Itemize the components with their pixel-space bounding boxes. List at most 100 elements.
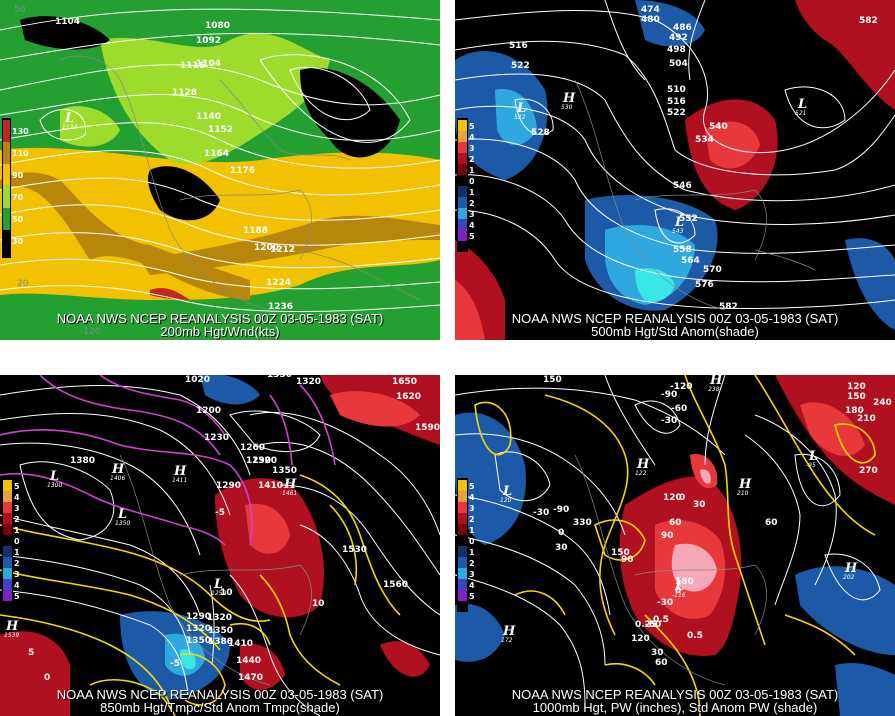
high-pressure-value: 530 [561, 104, 573, 111]
contour-label: 1320 [252, 456, 277, 466]
contour-label: 1290 [246, 456, 271, 466]
colorbar-tick: 3 [469, 144, 475, 153]
colorbar-tick: 0 [469, 177, 475, 186]
contour-label: 1320 [207, 613, 232, 623]
contour-label: 522 [667, 108, 686, 118]
contour-label: 1410 [228, 639, 253, 649]
contour-label: 1350 [267, 375, 292, 380]
contour-label: 1560 [383, 580, 408, 590]
colorbar-tick: 1 [469, 188, 475, 197]
low-pressure-label: L [516, 101, 526, 116]
low-pressure-value: 543 [672, 228, 684, 235]
caption-line2: 1000mb Hgt, PW (inches), Std Anom PW (sh… [532, 700, 818, 715]
contour-label: 1164 [204, 149, 229, 159]
contour-label: 1590 [415, 423, 440, 433]
contour-label: -60 [645, 620, 661, 630]
contour-label: 1236 [268, 302, 293, 312]
contour-label: 150 [611, 548, 630, 558]
contour-label: -120 [670, 382, 693, 392]
contour-label: 120 [847, 382, 866, 392]
contour-label: 1320 [186, 624, 211, 634]
contour-label: -90 [553, 505, 569, 515]
colorbar-tick: 5 [469, 232, 475, 241]
colorbar-tick: 4 [469, 493, 475, 502]
high-pressure-value: 1539 [4, 632, 19, 639]
contour-label: 60 [655, 658, 668, 668]
colorbar-tick: 5 [14, 592, 20, 601]
colorbar-tick: 1 [14, 526, 20, 535]
colorbar-tick: 70 [12, 193, 24, 202]
caption-line1: NOAA NWS NCEP REANALYSIS 00Z 03-05-1983 … [511, 687, 839, 702]
colorbar-tick: 5 [469, 592, 475, 601]
contour-label: -30 [657, 598, 673, 608]
contour-label: -30 [661, 416, 677, 426]
caption-line2: 200mb Hgt/Wnd(kts) [160, 324, 280, 339]
contour-label: 0 [679, 493, 685, 503]
low-pressure-label: L [117, 507, 127, 522]
high-pressure-label: H [562, 91, 576, 106]
contour-label: -5 [215, 508, 225, 518]
high-pressure-value: 1411 [172, 477, 187, 484]
high-pressure-value: 172 [501, 637, 513, 644]
low-pressure-label: L [674, 579, 684, 594]
contour-label: 1128 [172, 88, 197, 98]
contour-label: 564 [681, 256, 700, 266]
colorbar-tick: 4 [14, 493, 20, 502]
grid-label: -120 [80, 327, 101, 337]
contour-label: 10 [312, 599, 325, 609]
contour-label: -90 [661, 390, 677, 400]
contour-label: -30 [533, 508, 549, 518]
contour-label: 90 [621, 555, 634, 565]
contour-label: 552 [679, 214, 698, 224]
contour-label: 504 [669, 59, 688, 69]
colorbar-tick: 3 [469, 570, 475, 579]
high-pressure-label: H [5, 619, 19, 634]
contour-label: 1224 [266, 278, 291, 288]
high-pressure-label: H [636, 457, 650, 472]
contour-label: 10 [220, 588, 233, 598]
contour-label: 1176 [230, 166, 255, 176]
low-pressure-value: -95 [806, 462, 816, 469]
low-pressure-label: L [808, 449, 818, 464]
low-pressure-label: L [674, 215, 684, 230]
low-pressure-label: L [502, 484, 512, 499]
contour-label: 0.5 [653, 615, 669, 625]
colorbar-tick: 3 [469, 210, 475, 219]
contour-label: 1104 [55, 17, 80, 27]
contour-label: 1470 [238, 673, 263, 683]
low-pressure-label: L [213, 577, 223, 592]
low-pressure-value: 1124 [62, 124, 77, 131]
contour-label: 528 [531, 128, 550, 138]
contour-label: 1350 [186, 636, 211, 646]
colorbar-tick: 4 [469, 221, 475, 230]
contour-label: 582 [859, 16, 878, 26]
contour-label: 1116 [180, 61, 205, 71]
high-pressure-label: H [502, 624, 516, 639]
colorbar-tick: 5 [14, 482, 20, 491]
colorbar-tick: 1 [469, 548, 475, 557]
colorbar-tick: 110 [12, 149, 29, 158]
contour-label: 1620 [396, 392, 421, 402]
contour-label: 1104 [196, 59, 221, 69]
caption-line2: 850mb Hgt/Tmpc/Std Anom Tmpc(shade) [100, 700, 340, 715]
high-pressure-value: 1406 [110, 475, 125, 482]
colorbar-tick: 3 [469, 504, 475, 513]
contour-label: 30 [555, 543, 568, 553]
contour-label: 582 [719, 302, 738, 312]
panel-200mb: 130 110 90 70 50 30 1104 1080 1092 1104 1116 1128 1… [0, 0, 440, 340]
caption-line1: NOAA NWS NCEP REANALYSIS 00Z 03-05-1983 … [56, 687, 384, 702]
colorbar-tick: 1 [14, 548, 20, 557]
colorbar-tick: 1 [469, 166, 475, 175]
low-pressure-value: 120 [500, 497, 512, 504]
grid-label: 50 [14, 5, 26, 15]
colorbar-tick: 130 [12, 127, 29, 136]
contour-label: 180 [845, 406, 864, 416]
colorbar-tick: 5 [469, 482, 475, 491]
colorbar-tick: 5 [469, 122, 475, 131]
contour-label: 516 [667, 97, 686, 107]
